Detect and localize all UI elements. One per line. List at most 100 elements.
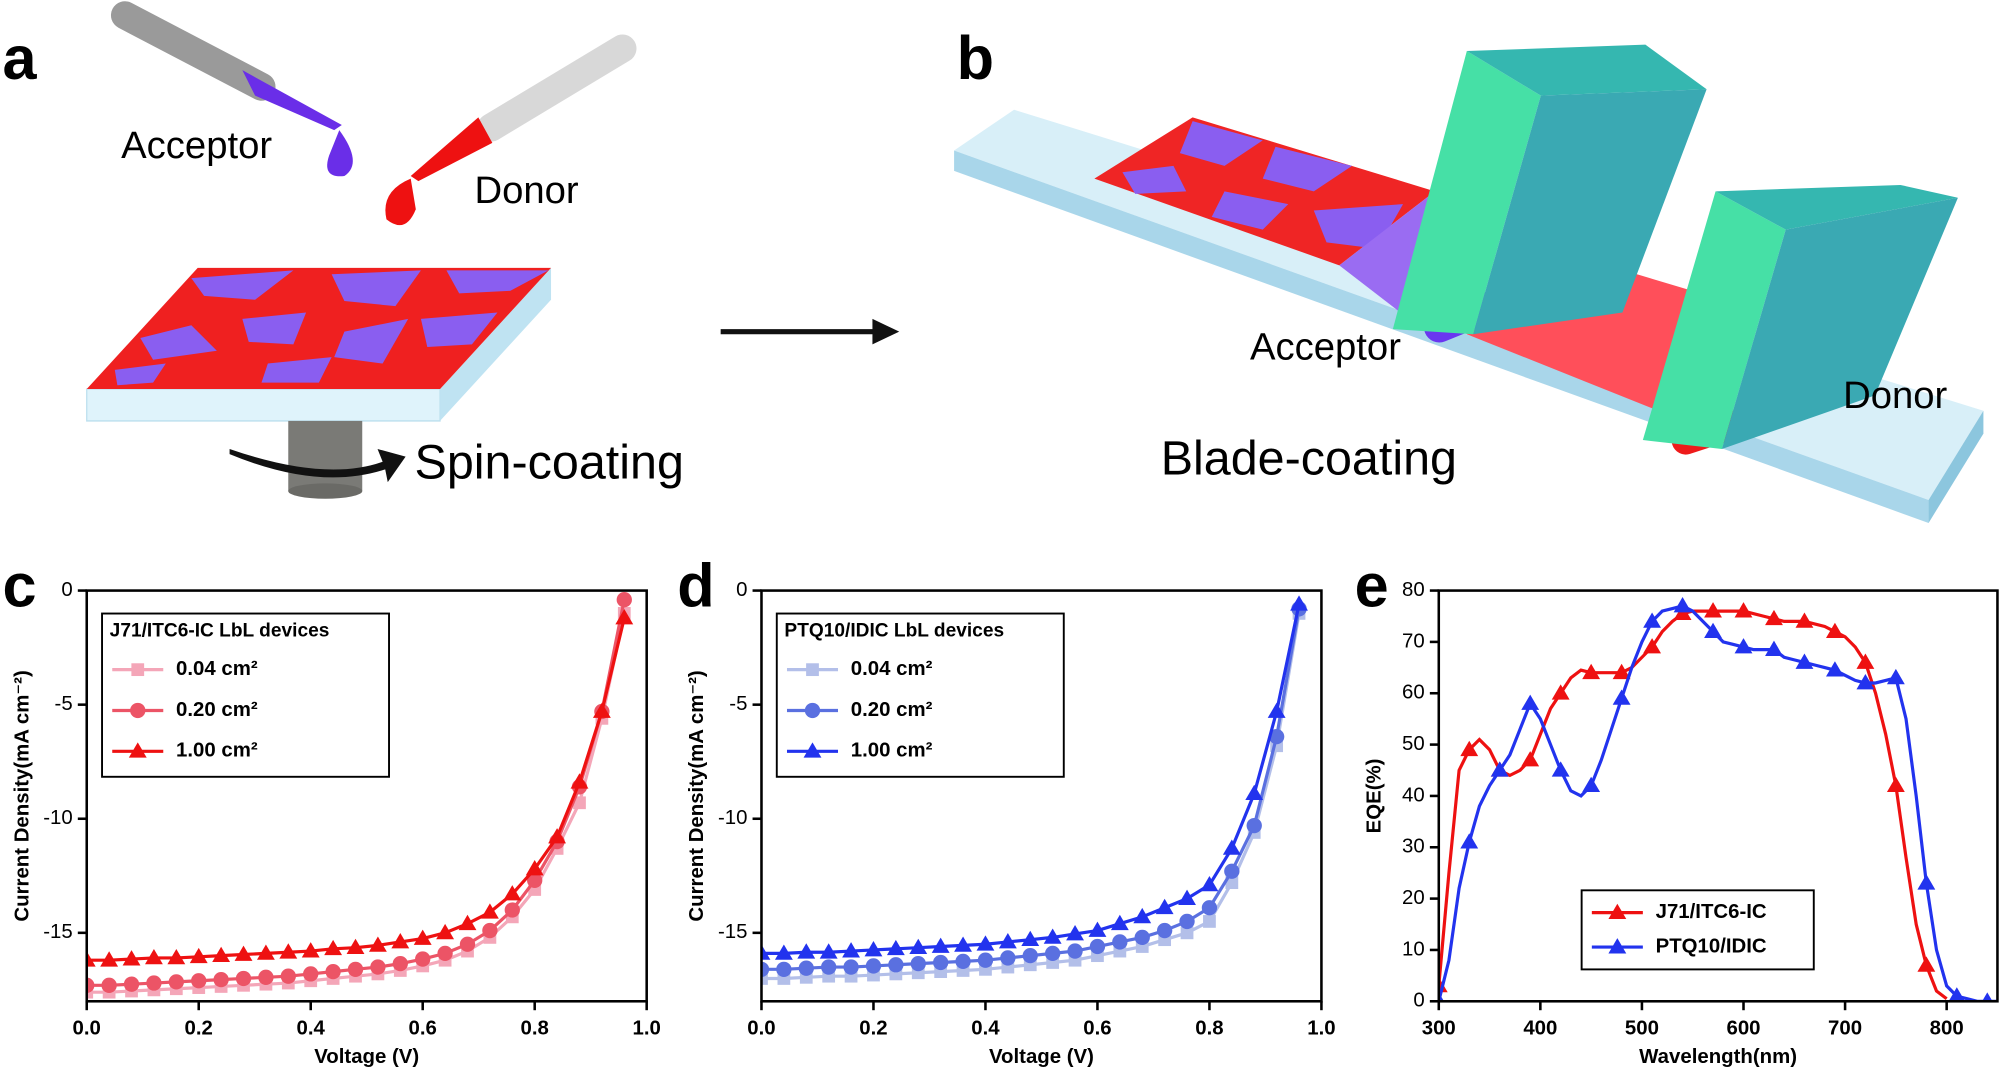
marker (570, 773, 589, 789)
marker (1460, 833, 1479, 849)
marker (258, 969, 274, 985)
marker (955, 953, 971, 970)
marker (234, 945, 253, 961)
marker (1795, 612, 1814, 628)
marker (774, 944, 793, 960)
marker (415, 951, 431, 967)
legend-label: 1.00 cm² (851, 740, 933, 762)
marker (761, 972, 768, 985)
marker (910, 955, 926, 972)
y-tick-label: 80 (1402, 579, 1425, 601)
marker (1156, 922, 1173, 939)
marker (325, 963, 341, 980)
film (86, 267, 552, 390)
marker (303, 966, 319, 982)
x-tick-label: 0.2 (859, 1018, 887, 1040)
y-tick-label: -15 (718, 921, 747, 943)
marker (1222, 839, 1241, 855)
y-tick-label: 50 (1402, 733, 1425, 755)
marker (1045, 945, 1061, 962)
marker (1267, 702, 1286, 718)
marker (821, 959, 837, 975)
marker (1112, 934, 1128, 950)
pipette-tip (410, 117, 493, 182)
marker (1179, 913, 1195, 930)
x-tick-label: 0.6 (409, 1018, 437, 1040)
panel-label: a (3, 24, 38, 92)
y-tick-label: -15 (43, 921, 72, 943)
y-tick-label: -10 (718, 807, 747, 829)
plot-area (761, 595, 1308, 985)
blade-top (1466, 44, 1707, 96)
x-tick-label: 800 (1930, 1018, 1964, 1040)
marker (1066, 925, 1084, 941)
y-tick-label: 70 (1402, 630, 1425, 652)
y-tick-label: 0 (736, 579, 747, 601)
schematic-a: a Acceptor Donor Spin-coating (3, 1, 684, 499)
marker (346, 938, 365, 955)
y-tick-label: -5 (729, 693, 747, 715)
donor-label: Donor (474, 169, 578, 212)
x-tick-label: 0.0 (73, 1018, 101, 1040)
acceptor-domains (1122, 121, 1404, 249)
marker (976, 935, 995, 951)
legend-title: PTQ10/IDIC LbL devices (784, 620, 1004, 641)
marker (527, 872, 543, 889)
marker (86, 951, 96, 967)
marker (191, 973, 207, 989)
marker (1886, 668, 1905, 685)
marker (1982, 992, 1993, 1002)
legend-label: 0.20 cm² (851, 699, 933, 721)
marker (391, 933, 410, 949)
x-tick-label: 0.8 (521, 1018, 549, 1040)
marker (1704, 622, 1722, 639)
marker (1155, 898, 1174, 915)
x-tick-label: 0.4 (971, 1018, 1000, 1040)
marker (1521, 694, 1540, 710)
arrow-head (872, 318, 900, 345)
marker (1551, 761, 1570, 777)
marker (1088, 921, 1107, 937)
marker (525, 860, 544, 876)
legend-box (101, 612, 390, 778)
marker (761, 961, 770, 977)
marker (1460, 740, 1479, 757)
marker (865, 958, 882, 974)
marker (1765, 609, 1783, 626)
x-tick-label: 0.8 (1195, 1018, 1223, 1040)
marker (101, 977, 117, 993)
y-tick-label: -10 (43, 807, 72, 829)
marker (1438, 992, 1444, 1002)
legend-marker (1608, 938, 1627, 954)
marker (998, 933, 1017, 949)
x-tick-label: 500 (1625, 1018, 1659, 1040)
spindle (288, 420, 363, 492)
legend: PTQ10/IDIC LbL devices 0.04 cm² 0.20 cm² 1.… (775, 612, 1065, 778)
marker (1134, 929, 1150, 946)
y-tick-label: 60 (1402, 682, 1425, 704)
marker (1521, 751, 1540, 767)
marker (1856, 674, 1875, 690)
droplet (327, 130, 353, 177)
marker (256, 944, 275, 960)
legend-label: 0.20 cm² (176, 699, 258, 721)
marker (1021, 930, 1040, 947)
legend-marker (128, 742, 147, 758)
marker (86, 977, 95, 993)
marker (933, 954, 949, 971)
marker (504, 902, 520, 918)
marker (842, 942, 860, 958)
marker (573, 796, 586, 810)
substrate (86, 388, 441, 422)
legend-marker (1608, 903, 1627, 920)
marker (279, 943, 298, 959)
marker (1178, 889, 1196, 905)
marker (1582, 776, 1601, 793)
marker (1246, 817, 1262, 834)
marker (123, 976, 140, 992)
chart: 0.0 0.2 0.4 0.6 0.8 1.0 0 -5 -10 -15 Voltage (V) Cu… (3, 552, 661, 1068)
legend-label: 0.04 cm² (176, 658, 258, 680)
legend-box (1580, 889, 1815, 971)
marker (1268, 728, 1285, 745)
marker (797, 943, 816, 959)
